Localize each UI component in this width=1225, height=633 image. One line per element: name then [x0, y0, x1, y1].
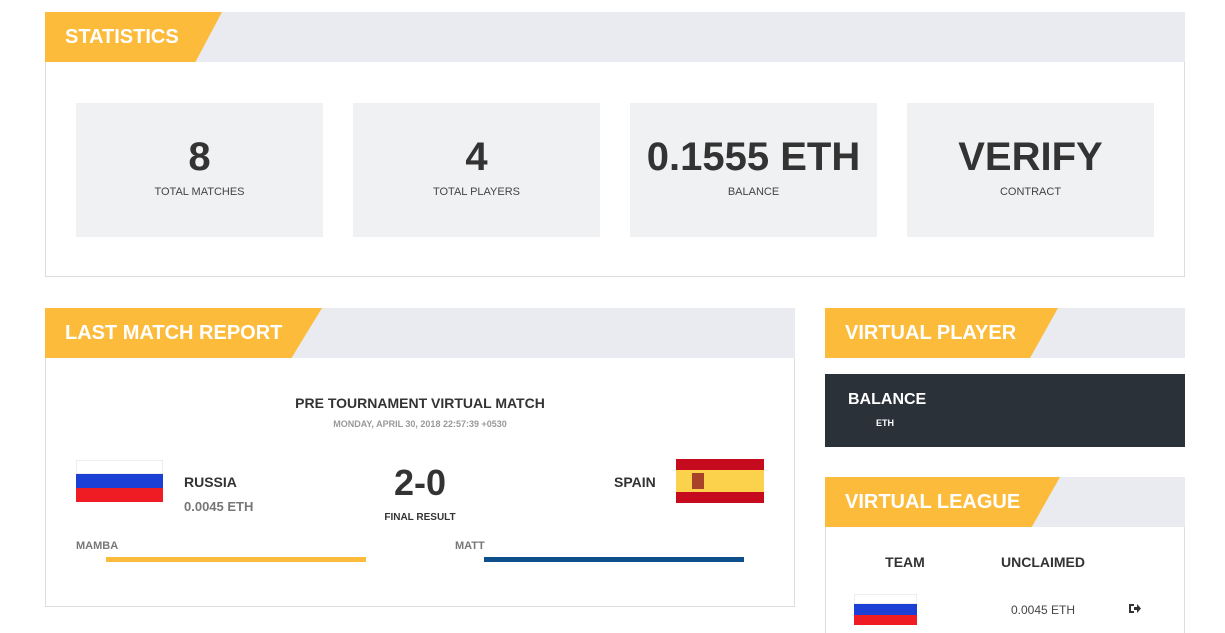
score: 2-0 — [393, 462, 447, 503]
section-title: LAST MATCH REPORT — [65, 322, 283, 344]
unclaimed-value: 0.0045 ETH — [1010, 603, 1076, 617]
stat-label: CONTRACT — [999, 186, 1062, 198]
claim-icon[interactable] — [1128, 603, 1141, 614]
header-tab: VIRTUAL PLAYER — [825, 308, 1058, 358]
russia-flag — [854, 594, 917, 625]
column-header: TEAM — [885, 554, 925, 570]
stat-label: TOTAL PLAYERS — [432, 186, 520, 198]
balance-unit: ETH — [876, 418, 894, 428]
header-tab: STATISTICS — [45, 12, 222, 62]
section-header: VIRTUAL LEAGUE — [825, 477, 1185, 527]
match-date: MONDAY, APRIL 30, 2018 22:57:39 +0530 — [333, 419, 507, 429]
stat-card: 4 TOTAL PLAYERS — [353, 103, 600, 237]
section-header: LAST MATCH REPORT — [45, 308, 795, 358]
stat-label: BALANCE — [727, 186, 780, 198]
score-label: FINAL RESULT — [384, 512, 456, 523]
section-title: VIRTUAL PLAYER — [845, 322, 1017, 344]
spain-flag — [676, 459, 764, 503]
stat-value[interactable]: VERIFY — [958, 135, 1103, 179]
player-bar — [484, 557, 744, 562]
column-header: UNCLAIMED — [1001, 554, 1085, 570]
player-bar — [106, 557, 366, 562]
player-name: MATT — [455, 540, 485, 552]
stat-value: 4 — [465, 135, 488, 179]
stat-card[interactable]: VERIFY CONTRACT — [907, 103, 1154, 237]
stat-card: 8 TOTAL MATCHES — [76, 103, 323, 237]
header-tab: VIRTUAL LEAGUE — [825, 477, 1060, 527]
section-title: VIRTUAL LEAGUE — [845, 491, 1021, 513]
panel — [45, 358, 795, 607]
stat-card: 0.1555 ETH BALANCE — [630, 103, 877, 237]
stat-value: 8 — [188, 135, 211, 179]
section-header: VIRTUAL PLAYER — [825, 308, 1185, 358]
match-title: PRE TOURNAMENT VIRTUAL MATCH — [295, 395, 545, 411]
stat-value: 0.1555 ETH — [646, 135, 861, 179]
team-name: RUSSIA — [184, 474, 237, 490]
team-name: SPAIN — [614, 474, 656, 490]
header-tab: LAST MATCH REPORT — [45, 308, 322, 358]
russia-flag — [76, 460, 163, 502]
section-title: STATISTICS — [65, 26, 179, 48]
balance-label: BALANCE — [848, 391, 927, 408]
balance-box: BALANCE ETH — [825, 374, 1185, 447]
stat-label: TOTAL MATCHES — [154, 186, 245, 198]
team-amount: 0.0045 ETH — [184, 499, 254, 514]
section-header: STATISTICS — [45, 12, 1185, 62]
player-name: MAMBA — [76, 540, 119, 552]
